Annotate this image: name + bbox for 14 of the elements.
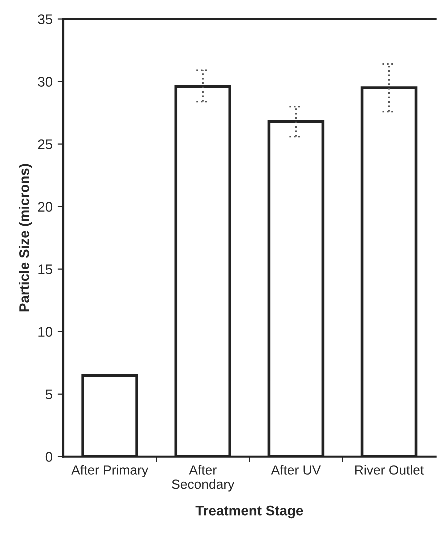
y-axis-title: Particle Size (microns) xyxy=(19,164,32,312)
y-tick-label: 0 xyxy=(46,452,53,462)
y-tick-label: 15 xyxy=(38,264,53,275)
y-tick-label: 5 xyxy=(46,390,53,400)
y-tick-label: 25 xyxy=(38,140,53,150)
x-tick-label: River Outlet xyxy=(356,465,424,475)
y-tick-label: 10 xyxy=(38,327,53,338)
x-axis-title: Treatment Stage xyxy=(196,506,304,519)
x-tick-label: After Secondary xyxy=(172,465,235,492)
x-tick-label: After UV xyxy=(271,465,322,475)
y-tick-label: 30 xyxy=(38,77,53,87)
x-tick-label: After Primary xyxy=(72,465,149,478)
y-tick-label: 35 xyxy=(38,14,53,24)
y-tick-label: 20 xyxy=(38,202,53,212)
